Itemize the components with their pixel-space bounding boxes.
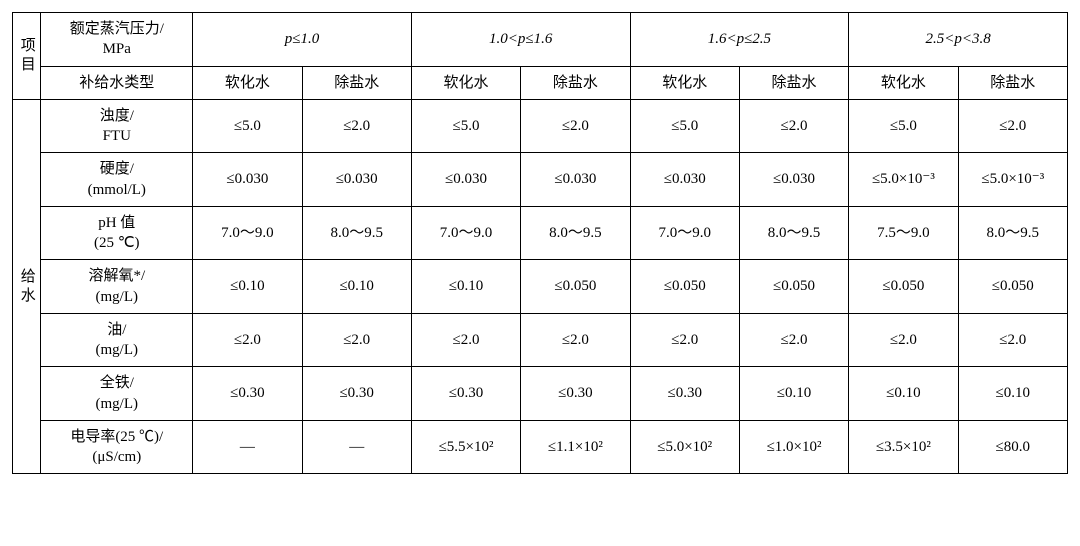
col-range-2: 1.6<p≤2.5: [630, 13, 849, 67]
value-cell: ≤2.0: [849, 313, 958, 367]
value-cell: 7.0～9.0: [630, 206, 739, 260]
param-cell: 硬度/ (mmol/L): [41, 153, 193, 207]
value-cell: ≤0.30: [302, 367, 411, 421]
value-cell: ≤5.0: [193, 99, 302, 153]
value-cell: ≤2.0: [521, 313, 630, 367]
param-cell: 浊度/ FTU: [41, 99, 193, 153]
param-cell: 电导率(25 ℃)/ (μS/cm): [41, 420, 193, 474]
value-cell: ≤0.050: [958, 260, 1067, 314]
col-item: 项目: [13, 13, 41, 100]
value-cell: ≤0.030: [739, 153, 848, 207]
value-cell: —: [193, 420, 302, 474]
table-row: 全铁/ (mg/L)≤0.30≤0.30≤0.30≤0.30≤0.30≤0.10…: [13, 367, 1068, 421]
col-desalt-1: 除盐水: [521, 66, 630, 99]
table-body: 给水浊度/ FTU≤5.0≤2.0≤5.0≤2.0≤5.0≤2.0≤5.0≤2.…: [13, 99, 1068, 474]
table-row: pH 值 (25 ℃)7.0～9.08.0～9.57.0～9.08.0～9.57…: [13, 206, 1068, 260]
row-group-feedwater: 给水: [13, 99, 41, 474]
param-cell: 溶解氧*/ (mg/L): [41, 260, 193, 314]
water-spec-table: 项目 额定蒸汽压力/ MPa p≤1.0 1.0<p≤1.6 1.6<p≤2.5…: [12, 12, 1068, 474]
table-row: 给水浊度/ FTU≤5.0≤2.0≤5.0≤2.0≤5.0≤2.0≤5.0≤2.…: [13, 99, 1068, 153]
value-cell: ≤5.0×10⁻³: [849, 153, 958, 207]
value-cell: ≤5.0: [411, 99, 520, 153]
value-cell: ≤0.030: [630, 153, 739, 207]
col-desalt-0: 除盐水: [302, 66, 411, 99]
col-desalt-3: 除盐水: [958, 66, 1067, 99]
value-cell: ≤0.10: [739, 367, 848, 421]
value-cell: ≤0.050: [521, 260, 630, 314]
value-cell: ≤3.5×10²: [849, 420, 958, 474]
table-row: 溶解氧*/ (mg/L)≤0.10≤0.10≤0.10≤0.050≤0.050≤…: [13, 260, 1068, 314]
table-row: 硬度/ (mmol/L)≤0.030≤0.030≤0.030≤0.030≤0.0…: [13, 153, 1068, 207]
value-cell: ≤0.10: [302, 260, 411, 314]
value-cell: 7.0～9.0: [411, 206, 520, 260]
col-watertype-label: 补给水类型: [41, 66, 193, 99]
value-cell: ≤0.10: [849, 367, 958, 421]
col-range-1: 1.0<p≤1.6: [411, 13, 630, 67]
value-cell: ≤0.30: [521, 367, 630, 421]
value-cell: ≤2.0: [630, 313, 739, 367]
value-cell: ≤2.0: [193, 313, 302, 367]
value-cell: ≤1.0×10²: [739, 420, 848, 474]
value-cell: ≤0.030: [411, 153, 520, 207]
col-soft-0: 软化水: [193, 66, 302, 99]
value-cell: ≤2.0: [739, 99, 848, 153]
value-cell: ≤5.0×10²: [630, 420, 739, 474]
value-cell: ≤5.5×10²: [411, 420, 520, 474]
col-range-0: p≤1.0: [193, 13, 412, 67]
col-pressure-label: 额定蒸汽压力/ MPa: [41, 13, 193, 67]
col-soft-2: 软化水: [630, 66, 739, 99]
value-cell: ≤5.0×10⁻³: [958, 153, 1067, 207]
range-0-text: p≤1.0: [285, 31, 319, 47]
value-cell: ≤0.030: [302, 153, 411, 207]
value-cell: ≤80.0: [958, 420, 1067, 474]
range-3-text: 2.5<p<3.8: [925, 31, 990, 47]
value-cell: ≤2.0: [411, 313, 520, 367]
value-cell: ≤0.050: [630, 260, 739, 314]
value-cell: ≤0.30: [630, 367, 739, 421]
value-cell: ≤0.030: [521, 153, 630, 207]
value-cell: ≤2.0: [521, 99, 630, 153]
value-cell: ≤0.030: [193, 153, 302, 207]
value-cell: ≤2.0: [739, 313, 848, 367]
param-cell: pH 值 (25 ℃): [41, 206, 193, 260]
range-2-text: 1.6<p≤2.5: [708, 31, 771, 47]
param-cell: 全铁/ (mg/L): [41, 367, 193, 421]
value-cell: ≤2.0: [958, 313, 1067, 367]
value-cell: ≤0.10: [411, 260, 520, 314]
value-cell: 7.5～9.0: [849, 206, 958, 260]
value-cell: ≤0.050: [739, 260, 848, 314]
value-cell: ≤1.1×10²: [521, 420, 630, 474]
value-cell: 7.0～9.0: [193, 206, 302, 260]
value-cell: 8.0～9.5: [302, 206, 411, 260]
value-cell: —: [302, 420, 411, 474]
value-cell: ≤2.0: [302, 313, 411, 367]
col-soft-3: 软化水: [849, 66, 958, 99]
range-1-text: 1.0<p≤1.6: [489, 31, 552, 47]
col-range-3: 2.5<p<3.8: [849, 13, 1068, 67]
table-row: 油/ (mg/L)≤2.0≤2.0≤2.0≤2.0≤2.0≤2.0≤2.0≤2.…: [13, 313, 1068, 367]
value-cell: 8.0～9.5: [958, 206, 1067, 260]
value-cell: ≤2.0: [302, 99, 411, 153]
table-row: 电导率(25 ℃)/ (μS/cm)——≤5.5×10²≤1.1×10²≤5.0…: [13, 420, 1068, 474]
value-cell: ≤0.10: [958, 367, 1067, 421]
col-desalt-2: 除盐水: [739, 66, 848, 99]
value-cell: ≤2.0: [958, 99, 1067, 153]
value-cell: ≤0.050: [849, 260, 958, 314]
value-cell: ≤0.30: [411, 367, 520, 421]
value-cell: ≤0.10: [193, 260, 302, 314]
value-cell: ≤5.0: [630, 99, 739, 153]
col-soft-1: 软化水: [411, 66, 520, 99]
value-cell: ≤0.30: [193, 367, 302, 421]
value-cell: 8.0～9.5: [521, 206, 630, 260]
value-cell: 8.0～9.5: [739, 206, 848, 260]
param-cell: 油/ (mg/L): [41, 313, 193, 367]
value-cell: ≤5.0: [849, 99, 958, 153]
